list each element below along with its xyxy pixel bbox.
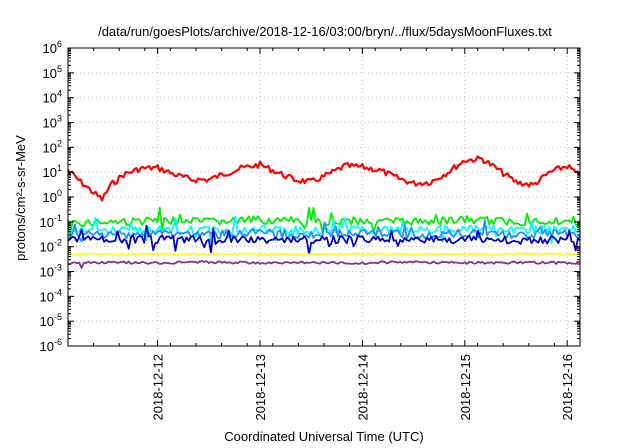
- y-tick-label: 103: [43, 114, 62, 131]
- y-tick-label: 10-2: [40, 238, 62, 255]
- y-tick-label: 10-6: [40, 337, 62, 354]
- x-tick-label: 2018-12-15: [458, 354, 473, 421]
- y-tick-label: 100: [43, 188, 62, 205]
- data-series-group: [67, 155, 581, 269]
- y-tick-label: 102: [43, 138, 62, 155]
- series-line-1: [67, 155, 581, 202]
- y-tick-label: 101: [43, 163, 62, 180]
- x-tick-label: 2018-12-12: [151, 354, 166, 421]
- grid-lines: [68, 48, 580, 346]
- y-tick-label: 105: [43, 64, 62, 81]
- y-tick-label: 10-3: [40, 263, 62, 280]
- y-tick-label: 104: [43, 89, 62, 106]
- x-tick-label: 2018-12-16: [560, 354, 575, 421]
- series-line-5: [67, 224, 581, 256]
- x-axis-label: Coordinated Universal Time (UTC): [224, 429, 423, 444]
- y-tick-label: 106: [43, 39, 62, 56]
- y-tick-label: 10-5: [40, 312, 62, 329]
- series-line-7: [67, 260, 581, 269]
- x-axis-ticks: 2018-12-12 2018-12-13 2018-12-14 2018-12-15…: [67, 48, 581, 421]
- chart-title: /data/run/goesPlots/archive/2018-12-16/0…: [98, 24, 552, 39]
- series-line-6: [67, 252, 581, 256]
- y-tick-label: 10-1: [40, 213, 62, 230]
- x-tick-label: 2018-12-14: [355, 354, 370, 421]
- series-line-4: [67, 219, 581, 243]
- y-axis-label: protons/cm²-s-sr-MeV: [13, 135, 28, 261]
- y-tick-label: 10-4: [40, 287, 62, 304]
- x-tick-label: 2018-12-13: [253, 354, 268, 421]
